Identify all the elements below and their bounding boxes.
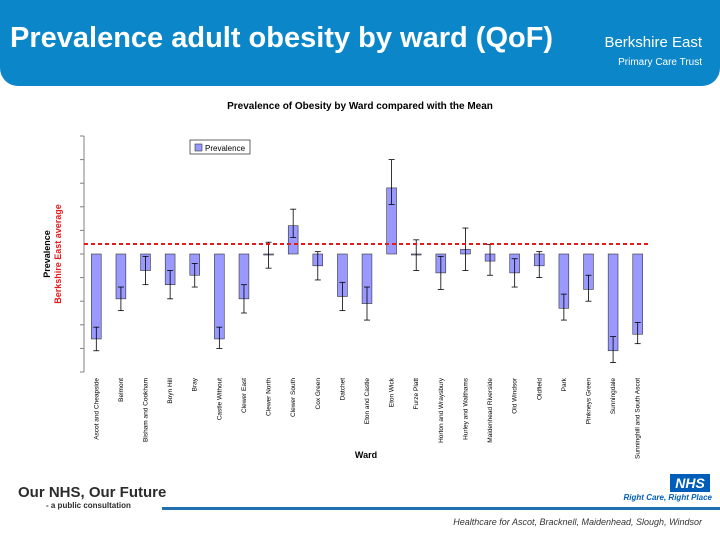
error-bar xyxy=(536,251,543,279)
footer-brand: Our NHS, Our Future xyxy=(18,484,167,501)
x-tick-label: Clewer North xyxy=(266,378,273,416)
error-bar xyxy=(167,270,174,300)
x-axis-label: Ward xyxy=(355,450,377,460)
x-tick-label: Furze Platt xyxy=(413,378,420,410)
error-bar xyxy=(610,336,617,363)
chart-title: Prevalence of Obesity by Ward compared w… xyxy=(227,101,493,112)
footer-caption: Healthcare for Ascot, Bracknell, Maidenh… xyxy=(453,517,702,527)
x-tick-label: Eton and Castle xyxy=(364,378,371,425)
y-axis-ticks xyxy=(80,135,84,373)
error-bar xyxy=(314,251,321,281)
error-bar xyxy=(290,208,297,238)
org-name: Berkshire East xyxy=(604,34,702,51)
x-tick-label: Pinkneys Green xyxy=(585,378,592,425)
x-tick-label: Datchet xyxy=(339,378,346,401)
x-tick-label: Oldfield xyxy=(536,378,543,400)
bars-group xyxy=(91,187,643,352)
legend: Prevalence xyxy=(189,139,251,155)
legend-swatch xyxy=(194,143,203,152)
error-bar xyxy=(388,159,395,205)
x-tick-label: Horton and Wraysbury xyxy=(438,377,445,443)
x-tick-label: Old Windsor xyxy=(512,377,519,414)
x-tick-label: Belmont xyxy=(118,378,125,402)
footer-brand-sub: - a public consultation xyxy=(46,501,131,510)
org-subtitle: Primary Care Trust xyxy=(618,57,702,68)
bar-ascot-and-cheapside xyxy=(91,253,102,340)
x-tick-label: Ascot and Cheapside xyxy=(93,378,100,440)
error-bar xyxy=(265,241,272,269)
error-bar xyxy=(634,322,641,345)
x-tick-label: Cox Green xyxy=(315,378,322,410)
error-bar xyxy=(511,258,518,288)
x-tick-label: Castle Without xyxy=(216,378,223,420)
error-bar xyxy=(240,284,247,314)
x-tick-label: Park xyxy=(561,377,568,391)
footer-divider xyxy=(162,507,720,510)
error-bar xyxy=(364,286,370,321)
legend-label: Prevalence xyxy=(205,144,246,153)
obesity-bar-chart: Ascot and Cheapside Belmont Bisham and Coo… xyxy=(42,135,650,460)
x-tick-labels: Ascot and Cheapside Belmont Bisham and Coo… xyxy=(93,377,641,459)
error-bars-group xyxy=(93,159,641,363)
x-tick-label: Bray xyxy=(192,377,199,391)
error-bar xyxy=(216,326,223,349)
header-banner: Prevalence adult obesity by ward (QoF) B… xyxy=(0,0,720,86)
error-bar xyxy=(339,281,346,312)
error-bar xyxy=(142,255,149,286)
x-tick-label: Bisham and Cookham xyxy=(143,378,150,442)
y-axis-label-secondary: Berkshire East average xyxy=(53,204,63,304)
bar-castle-without xyxy=(214,253,225,340)
error-bar xyxy=(191,263,198,288)
error-bar xyxy=(462,227,469,271)
error-bar xyxy=(117,286,124,312)
y-axis-label: Prevalence xyxy=(42,230,52,278)
x-tick-label: Boyn Hill xyxy=(167,377,174,403)
error-bar xyxy=(93,326,100,352)
page-title: Prevalence adult obesity by ward (QoF) xyxy=(10,22,554,54)
footer-brand-block: Our NHS, Our Future - a public consultat… xyxy=(18,484,166,510)
error-bar xyxy=(585,274,592,302)
legend-box xyxy=(189,139,251,155)
error-bar xyxy=(560,293,567,321)
x-tick-label: Clewer East xyxy=(241,378,248,413)
x-tick-label: Sunningdale xyxy=(610,378,617,415)
x-tick-label: Maidenhead Riverside xyxy=(487,378,494,443)
x-tick-label: Sunninghill and South Ascot xyxy=(635,378,642,459)
nhs-logo: NHS xyxy=(670,474,710,492)
x-tick-label: Hurley and Walthams xyxy=(462,377,469,440)
x-tick-label: Eton Wick xyxy=(389,377,396,407)
error-bar xyxy=(437,255,444,290)
x-tick-label: Clewer South xyxy=(290,378,297,417)
nhs-strapline: Right Care, Right Place xyxy=(623,493,712,502)
